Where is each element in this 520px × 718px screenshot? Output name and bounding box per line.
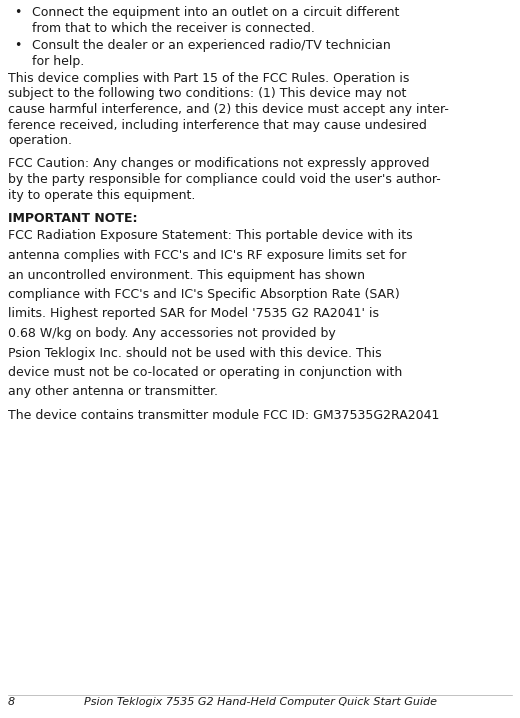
Text: ity to operate this equipment.: ity to operate this equipment.	[8, 189, 196, 202]
Text: Consult the dealer or an experienced radio/TV technician: Consult the dealer or an experienced rad…	[32, 39, 391, 52]
Text: •: •	[14, 39, 21, 52]
Text: Connect the equipment into an outlet on a circuit different: Connect the equipment into an outlet on …	[32, 6, 399, 19]
Text: Psion Teklogix 7535 G2 Hand-Held Computer Quick Start Guide: Psion Teklogix 7535 G2 Hand-Held Compute…	[84, 697, 436, 707]
Text: Psion Teklogix Inc. should not be used with this device. This: Psion Teklogix Inc. should not be used w…	[8, 347, 382, 360]
Text: subject to the following two conditions: (1) This device may not: subject to the following two conditions:…	[8, 88, 406, 101]
Text: This device complies with Part 15 of the FCC Rules. Operation is: This device complies with Part 15 of the…	[8, 72, 409, 85]
Text: antenna complies with FCC's and IC's RF exposure limits set for: antenna complies with FCC's and IC's RF …	[8, 249, 406, 262]
Text: limits. Highest reported SAR for Model '7535 G2 RA2041' is: limits. Highest reported SAR for Model '…	[8, 307, 379, 320]
Text: 8: 8	[8, 697, 15, 707]
Text: FCC Radiation Exposure Statement: This portable device with its: FCC Radiation Exposure Statement: This p…	[8, 230, 413, 243]
Text: for help.: for help.	[32, 55, 84, 67]
Text: operation.: operation.	[8, 134, 72, 147]
Text: any other antenna or transmitter.: any other antenna or transmitter.	[8, 386, 218, 398]
Text: •: •	[14, 6, 21, 19]
Text: device must not be co-located or operating in conjunction with: device must not be co-located or operati…	[8, 366, 402, 379]
Text: by the party responsible for compliance could void the user's author-: by the party responsible for compliance …	[8, 173, 441, 186]
Text: compliance with FCC's and IC's Specific Absorption Rate (SAR): compliance with FCC's and IC's Specific …	[8, 288, 400, 301]
Text: ference received, including interference that may cause undesired: ference received, including interference…	[8, 118, 427, 131]
Text: from that to which the receiver is connected.: from that to which the receiver is conne…	[32, 22, 315, 34]
Text: IMPORTANT NOTE:: IMPORTANT NOTE:	[8, 212, 137, 225]
Text: cause harmful interference, and (2) this device must accept any inter-: cause harmful interference, and (2) this…	[8, 103, 449, 116]
Text: FCC Caution: Any changes or modifications not expressly approved: FCC Caution: Any changes or modification…	[8, 157, 430, 170]
Text: 0.68 W/kg on body. Any accessories not provided by: 0.68 W/kg on body. Any accessories not p…	[8, 327, 336, 340]
Text: an uncontrolled environment. This equipment has shown: an uncontrolled environment. This equipm…	[8, 269, 365, 281]
Text: The device contains transmitter module FCC ID: GM37535G2RA2041: The device contains transmitter module F…	[8, 409, 439, 422]
